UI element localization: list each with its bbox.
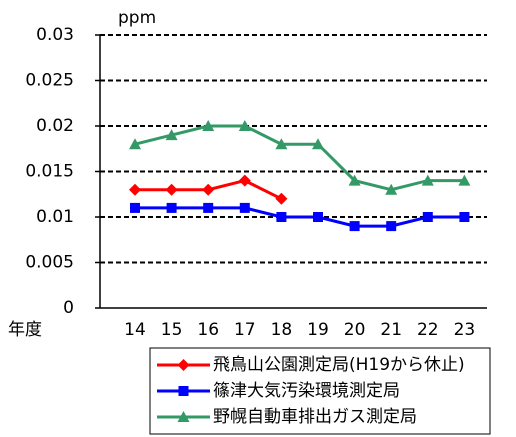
- series-line: [134, 124, 465, 192]
- y-tick-label: 0.005: [25, 253, 74, 273]
- y-tick-label: 0.01: [36, 207, 74, 227]
- data-point: [275, 138, 288, 150]
- data-point: [166, 202, 177, 213]
- series-line: [135, 206, 465, 228]
- legend-label: 野幌自動車排出ガス測定局: [213, 407, 417, 427]
- data-point: [313, 212, 323, 222]
- data-point: [421, 174, 434, 186]
- x-tick-label: 23: [454, 320, 476, 340]
- data-point: [202, 183, 215, 196]
- data-point: [458, 174, 471, 186]
- data-point: [239, 202, 250, 213]
- data-point: [202, 120, 215, 131]
- x-tick-label: 16: [197, 320, 219, 340]
- data-point: [129, 138, 141, 150]
- x-axis-label: 年度: [8, 320, 42, 340]
- y-tick-label: 0.025: [25, 71, 74, 91]
- y-tick-label: 0.02: [36, 116, 74, 136]
- legend-label: 飛鳥山公園測定局(H19から休止): [213, 355, 465, 375]
- data-point: [203, 202, 214, 213]
- x-tick-label: 21: [380, 320, 402, 340]
- x-tick-label: 22: [417, 320, 439, 340]
- x-tick-label: 15: [161, 320, 183, 340]
- data-point: [276, 212, 287, 222]
- y-tick-label: 0.015: [25, 162, 74, 182]
- data-point: [348, 174, 361, 186]
- y-axis-label: ppm: [118, 8, 156, 28]
- legend-marker: [177, 359, 190, 371]
- x-tick-label: 20: [344, 320, 366, 340]
- legend-label: 篠津大気汚染環境測定局: [213, 381, 400, 401]
- data-point: [385, 183, 398, 195]
- x-tick-label: 17: [234, 320, 256, 340]
- legend-marker: [178, 386, 189, 396]
- data-point: [165, 129, 178, 141]
- data-point: [459, 212, 470, 222]
- data-point: [349, 221, 360, 232]
- x-tick-label: 19: [307, 320, 329, 340]
- data-point: [386, 221, 397, 232]
- data-point: [238, 120, 251, 131]
- data-point: [130, 202, 140, 213]
- data-point: [238, 174, 251, 187]
- y-tick-label: 0.03: [36, 25, 74, 45]
- x-tick-label: 18: [271, 320, 293, 340]
- data-point: [129, 183, 141, 196]
- y-tick-label: 0: [63, 298, 74, 318]
- data-point: [275, 192, 288, 205]
- data-point: [165, 183, 178, 196]
- data-point: [312, 138, 324, 150]
- data-point: [422, 212, 433, 222]
- x-tick-label: 14: [124, 320, 146, 340]
- legend-marker: [177, 411, 190, 422]
